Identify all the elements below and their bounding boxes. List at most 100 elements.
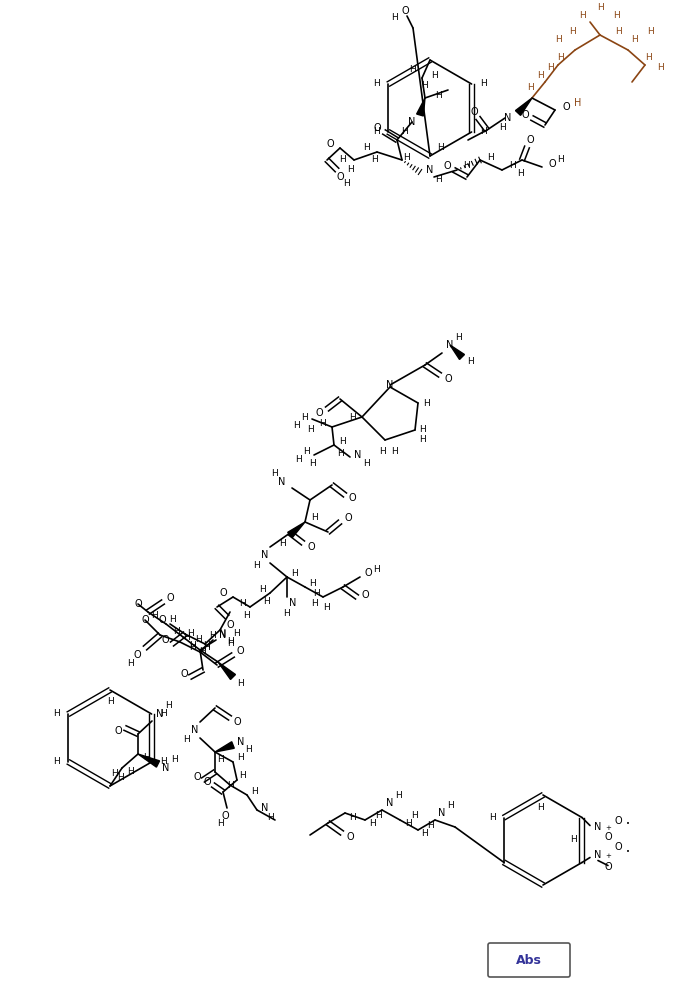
Text: H: H bbox=[344, 180, 351, 189]
Text: O: O bbox=[307, 542, 315, 552]
Text: H: H bbox=[579, 11, 586, 20]
Text: •: • bbox=[626, 820, 630, 826]
Text: H: H bbox=[403, 153, 410, 162]
Text: H: H bbox=[238, 679, 245, 688]
Text: H: H bbox=[310, 578, 317, 587]
Text: H: H bbox=[295, 455, 301, 464]
Text: N: N bbox=[219, 629, 227, 639]
Text: H: H bbox=[380, 448, 387, 457]
Text: H: H bbox=[556, 54, 563, 63]
Text: H: H bbox=[312, 598, 318, 607]
Text: H: H bbox=[464, 162, 471, 171]
Text: H: H bbox=[283, 608, 290, 617]
Text: O: O bbox=[365, 568, 372, 578]
Text: H: H bbox=[292, 421, 299, 430]
Text: H: H bbox=[217, 819, 223, 828]
Text: Abs: Abs bbox=[516, 953, 542, 966]
Text: H: H bbox=[597, 4, 604, 13]
Text: H: H bbox=[421, 81, 428, 90]
Text: O: O bbox=[161, 635, 169, 645]
Text: H: H bbox=[486, 153, 493, 162]
Text: H: H bbox=[569, 28, 575, 37]
Text: O: O bbox=[344, 513, 352, 523]
Text: H: H bbox=[186, 628, 193, 637]
Text: H: H bbox=[455, 333, 462, 342]
Text: N: N bbox=[438, 808, 446, 818]
Text: H: H bbox=[324, 602, 331, 611]
Text: H: H bbox=[509, 162, 516, 171]
Text: N: N bbox=[162, 763, 170, 773]
Text: N: N bbox=[446, 340, 454, 350]
Text: N: N bbox=[595, 822, 602, 832]
Text: O: O bbox=[614, 815, 622, 825]
Text: O: O bbox=[562, 102, 570, 112]
Text: H: H bbox=[375, 810, 381, 819]
Polygon shape bbox=[450, 345, 464, 360]
Text: H: H bbox=[405, 819, 412, 828]
Text: H: H bbox=[432, 71, 439, 80]
Text: H: H bbox=[437, 144, 444, 153]
Text: N: N bbox=[157, 709, 164, 719]
Text: H: H bbox=[127, 767, 133, 776]
Text: H: H bbox=[244, 610, 250, 619]
Text: H: H bbox=[362, 459, 369, 468]
Text: N: N bbox=[354, 450, 362, 460]
Text: O: O bbox=[193, 772, 201, 782]
Text: O: O bbox=[236, 646, 244, 656]
Text: H: H bbox=[373, 128, 380, 137]
Polygon shape bbox=[288, 522, 305, 537]
Text: H: H bbox=[615, 28, 622, 37]
Text: H: H bbox=[245, 745, 252, 754]
Text: H: H bbox=[301, 413, 308, 422]
Text: O: O bbox=[166, 593, 174, 603]
Text: O: O bbox=[233, 717, 240, 727]
Text: H: H bbox=[394, 790, 401, 799]
Text: H: H bbox=[112, 769, 119, 778]
Text: H: H bbox=[412, 810, 419, 819]
Text: H: H bbox=[209, 631, 216, 640]
Text: H: H bbox=[190, 640, 196, 649]
Text: O: O bbox=[348, 493, 356, 503]
FancyBboxPatch shape bbox=[488, 943, 570, 977]
Text: N: N bbox=[386, 380, 394, 390]
Text: N: N bbox=[595, 850, 602, 860]
Text: O: O bbox=[361, 590, 369, 600]
Text: H: H bbox=[236, 753, 243, 762]
Polygon shape bbox=[138, 754, 159, 767]
Text: O: O bbox=[221, 811, 229, 821]
Text: H: H bbox=[160, 709, 167, 718]
Text: N: N bbox=[289, 598, 297, 608]
Text: H: H bbox=[170, 615, 177, 624]
Text: H: H bbox=[202, 641, 209, 650]
Text: H: H bbox=[466, 357, 473, 366]
Text: H: H bbox=[409, 66, 415, 75]
Text: H: H bbox=[254, 560, 261, 569]
Text: H: H bbox=[263, 596, 270, 605]
Text: N: N bbox=[219, 630, 227, 640]
Text: N: N bbox=[191, 725, 199, 735]
Text: H: H bbox=[480, 80, 487, 89]
Text: H: H bbox=[536, 72, 543, 81]
Text: H: H bbox=[423, 399, 430, 408]
Text: O: O bbox=[548, 159, 556, 169]
Text: H: H bbox=[657, 64, 663, 73]
Text: H: H bbox=[227, 638, 234, 647]
Text: O: O bbox=[401, 6, 409, 16]
Text: H: H bbox=[319, 419, 326, 428]
Text: H: H bbox=[499, 124, 505, 133]
Text: H: H bbox=[234, 628, 240, 637]
Text: H: H bbox=[337, 449, 343, 458]
Text: O: O bbox=[219, 588, 227, 598]
Text: H: H bbox=[538, 802, 545, 811]
Text: H: H bbox=[199, 647, 205, 656]
Polygon shape bbox=[215, 741, 234, 752]
Polygon shape bbox=[218, 662, 236, 679]
Text: H: H bbox=[303, 447, 309, 456]
Text: H: H bbox=[267, 813, 273, 822]
Text: O: O bbox=[180, 669, 188, 679]
Text: H: H bbox=[401, 127, 407, 136]
Text: H: H bbox=[349, 413, 356, 422]
Text: H: H bbox=[240, 771, 247, 780]
Text: O: O bbox=[614, 842, 622, 852]
Polygon shape bbox=[416, 98, 425, 116]
